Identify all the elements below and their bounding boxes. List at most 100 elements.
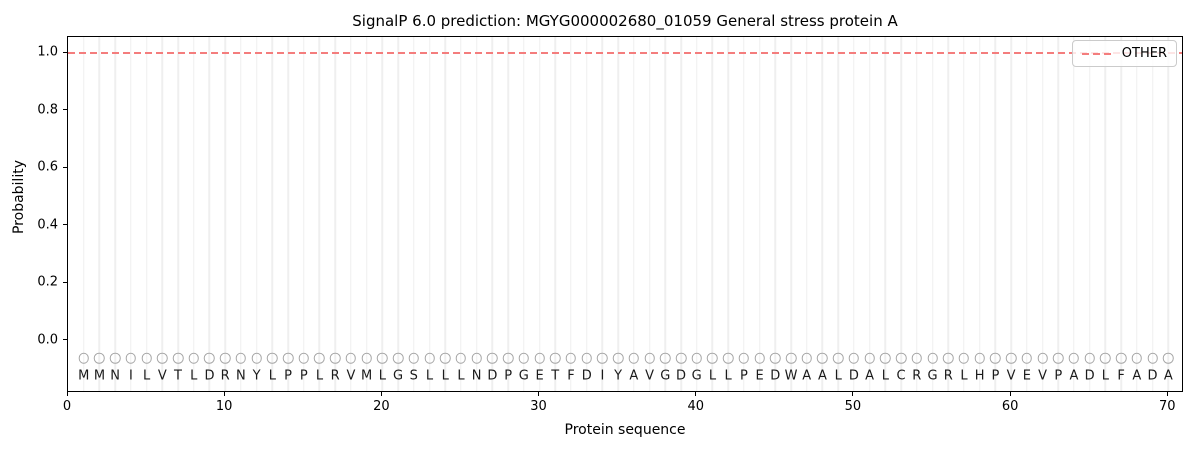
residue-circle: [1005, 353, 1017, 364]
residue-letter: V: [1038, 368, 1047, 384]
residue-letter: N: [471, 368, 482, 384]
gridline: [727, 37, 729, 391]
gridline: [695, 37, 698, 391]
gridline: [413, 37, 415, 391]
residue-circle: [235, 353, 247, 364]
residue-circle: [141, 353, 152, 364]
gridline: [475, 37, 478, 391]
gridline: [554, 37, 557, 391]
gridline: [1041, 37, 1044, 391]
gridline: [774, 37, 777, 391]
gridline: [240, 37, 242, 391]
y-tick-mark: [63, 224, 67, 226]
residue-circle: [471, 353, 482, 364]
residue-letter: L: [724, 368, 732, 384]
residue-letter: L: [708, 368, 717, 384]
residue-circle: [1068, 353, 1080, 364]
residue-letter: A: [802, 368, 812, 384]
residue-circle: [1053, 353, 1064, 364]
residue-circle: [628, 353, 640, 364]
gridline: [648, 37, 651, 391]
x-tick-label: 50: [844, 399, 862, 414]
x-tick-mark: [538, 392, 540, 396]
residue-circle: [612, 353, 624, 364]
x-tick-mark: [66, 392, 68, 396]
gridline: [994, 37, 997, 391]
residue-letter: Y: [252, 368, 261, 384]
gridline: [208, 37, 211, 391]
x-tick-mark: [852, 392, 854, 396]
gridline: [507, 37, 509, 391]
gridline: [585, 37, 588, 391]
residue-circle: [675, 353, 687, 364]
residue-letter: P: [991, 368, 1000, 384]
residue-letter: L: [881, 368, 889, 384]
gridline: [1026, 37, 1028, 391]
residue-circle: [329, 353, 341, 364]
gridline: [334, 37, 336, 391]
residue-letter: D: [1084, 368, 1095, 384]
gridline: [1057, 37, 1059, 391]
residue-letter: I: [600, 368, 605, 384]
residue-circle: [754, 353, 765, 364]
residue-circle: [392, 353, 404, 364]
residue-circle: [282, 353, 294, 364]
gridline: [570, 37, 572, 391]
residue-circle: [660, 353, 671, 364]
gridline: [271, 37, 274, 391]
residue-circle: [172, 353, 184, 364]
residue-letter: A: [1069, 368, 1079, 384]
y-tick-label: 0.2: [37, 274, 58, 290]
residue-letter: S: [409, 368, 418, 384]
residue-circle: [455, 353, 467, 364]
gridline: [664, 37, 667, 391]
residue-circle: [770, 353, 781, 364]
gridline: [821, 37, 824, 391]
residue-letter: M: [361, 368, 373, 384]
residue-circle: [958, 353, 970, 364]
x-tick-mark: [380, 392, 382, 396]
residue-letter: R: [220, 368, 230, 384]
residue-letter: I: [128, 368, 133, 384]
gridline: [255, 37, 258, 391]
residue-circle: [1163, 353, 1174, 364]
residue-circle: [1115, 353, 1127, 364]
y-tick-label: 1.0: [37, 44, 58, 60]
residue-letter: D: [770, 368, 781, 384]
residue-circle: [722, 353, 734, 364]
y-tick-mark: [63, 109, 67, 111]
residue-circle: [817, 353, 828, 364]
residue-letter: G: [518, 368, 529, 384]
residue-letter: L: [378, 368, 386, 384]
gridline: [758, 37, 761, 391]
gridline: [303, 37, 305, 391]
residue-letter: H: [974, 368, 985, 384]
residue-circle: [204, 353, 215, 364]
gridline: [428, 37, 431, 391]
y-tick-mark: [63, 339, 67, 341]
residue-circle: [848, 353, 860, 364]
y-tick-mark: [63, 281, 67, 283]
residue-letter: P: [739, 368, 748, 384]
x-tick-mark: [223, 392, 225, 396]
residue-circle: [487, 353, 498, 364]
y-tick-label: 0.6: [37, 159, 58, 175]
gridline: [444, 37, 446, 391]
x-tick-label: 20: [373, 399, 390, 414]
residue-letter: V: [645, 368, 655, 384]
gridline: [853, 37, 855, 391]
x-tick-mark: [1009, 392, 1011, 396]
residue-letter: P: [1054, 368, 1063, 384]
residue-letter: L: [425, 368, 434, 384]
residue-letter: A: [1132, 368, 1142, 384]
residue-letter: R: [943, 368, 953, 384]
residue-letter: E: [1022, 368, 1031, 384]
residue-circle: [550, 353, 561, 364]
residue-letter: R: [330, 368, 340, 384]
chart-title: SignalP 6.0 prediction: MGYG000002680_01…: [352, 12, 898, 30]
gridline: [460, 37, 462, 391]
residue-letter: R: [912, 368, 922, 384]
residue-letter: V: [1006, 368, 1016, 384]
residue-circle: [691, 353, 702, 364]
